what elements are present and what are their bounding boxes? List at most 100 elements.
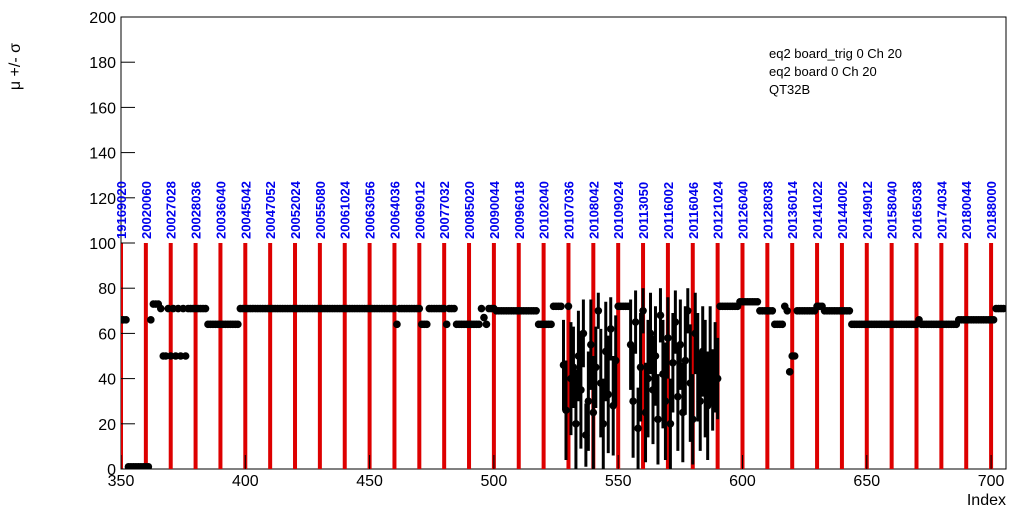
data-point (156, 304, 165, 313)
data-point (664, 334, 672, 342)
data-point (696, 397, 705, 406)
marker-label: 20055080 (313, 181, 328, 239)
data-point (753, 297, 762, 306)
y-tick-label: 0 (107, 462, 116, 479)
data-point (480, 313, 488, 322)
data-point (592, 363, 600, 372)
marker-label: 20158040 (885, 181, 900, 239)
marker-label: 20128038 (760, 181, 775, 239)
y-tick-label: 140 (89, 146, 116, 163)
x-tick-label: 450 (356, 473, 383, 490)
data-point (122, 316, 130, 324)
data-point (569, 363, 578, 372)
data-point (654, 415, 662, 424)
data-point (557, 302, 565, 311)
data-point (768, 307, 777, 315)
data-point (669, 358, 677, 367)
marker-label: 20020060 (139, 181, 154, 239)
marker-label: 20116046 (686, 182, 701, 239)
marker-label: 20188000 (984, 181, 999, 239)
legend-text: eq2 board_trig 0 Ch 20 (769, 46, 902, 61)
data-point (666, 420, 675, 428)
data-point (785, 368, 794, 376)
data-point (999, 304, 1006, 313)
x-axis-label: Index (967, 492, 1006, 509)
data-point (450, 304, 458, 313)
x-tick-label: 650 (853, 473, 880, 490)
data-point (589, 408, 598, 417)
y-tick-label: 100 (89, 236, 116, 253)
data-point (584, 397, 593, 406)
data-point (611, 356, 620, 365)
marker-label: 20069012 (412, 181, 427, 239)
data-point (661, 397, 670, 406)
marker-label: 20121024 (711, 180, 726, 239)
data-point (532, 307, 540, 315)
data-point (393, 320, 401, 329)
marker-label: 19169020 (114, 181, 129, 239)
data-point (639, 307, 647, 315)
marker-label: 20045042 (238, 181, 253, 239)
data-point (579, 329, 588, 338)
data-point (547, 320, 555, 329)
data-point (688, 415, 697, 424)
data-point (577, 386, 585, 394)
data-point (234, 320, 242, 329)
data-point (656, 311, 665, 320)
marker-label: 20116002 (661, 182, 676, 239)
data-point (674, 392, 682, 401)
data-point (713, 374, 722, 383)
data-point (629, 397, 637, 406)
legend-text: eq2 board 0 Ch 20 (769, 64, 877, 79)
marker-label: 20107036 (561, 181, 576, 239)
data-point (778, 320, 787, 329)
data-point (201, 304, 210, 313)
y-tick-label: 160 (89, 100, 116, 117)
y-tick-label: 60 (98, 326, 116, 343)
marker-label: 20102040 (537, 181, 552, 239)
marker-label: 20047052 (263, 181, 278, 239)
marker-label: 20052024 (288, 180, 303, 239)
x-tick-label: 500 (481, 473, 508, 490)
y-tick-label: 80 (98, 281, 116, 298)
data-point (606, 325, 615, 333)
x-tick-label: 350 (108, 473, 135, 490)
x-tick-label: 700 (978, 473, 1005, 490)
marker-label: 20036040 (213, 181, 228, 239)
data-point (676, 340, 685, 349)
data-point (415, 304, 424, 313)
marker-label: 20165038 (910, 181, 925, 239)
data-point (594, 307, 603, 315)
marker-label: 20180044 (959, 180, 974, 239)
data-point (631, 318, 640, 326)
marker-label: 20109024 (611, 180, 626, 239)
marker-label: 20028036 (189, 181, 204, 239)
data-point (562, 406, 570, 415)
data-point (683, 307, 692, 315)
data-point (651, 352, 660, 360)
marker-label: 20136014 (785, 180, 800, 239)
data-point (564, 302, 573, 311)
marker-label: 20174034 (934, 180, 949, 239)
data-point (181, 352, 190, 360)
marker-label: 20141022 (810, 181, 825, 239)
marker-label: 20126040 (735, 181, 750, 239)
data-point (681, 356, 690, 365)
marker-label: 20063056 (363, 181, 378, 239)
plot-layer (121, 243, 1006, 469)
data-point (587, 340, 595, 349)
marker-label: 20113050 (636, 182, 651, 239)
data-point (845, 307, 854, 315)
data-point (636, 363, 645, 372)
data-point (671, 318, 680, 326)
data-point (475, 320, 483, 329)
data-point (604, 390, 613, 399)
y-tick-label: 20 (98, 417, 116, 434)
y-axis-label: μ +/- σ (7, 43, 24, 90)
y-tick-label: 120 (89, 191, 116, 208)
data-point (422, 320, 431, 329)
marker-label: 20085020 (462, 181, 477, 239)
y-tick-label: 180 (89, 55, 116, 72)
marker-label: 20149012 (860, 181, 875, 239)
legend-text: QT32B (769, 82, 810, 97)
